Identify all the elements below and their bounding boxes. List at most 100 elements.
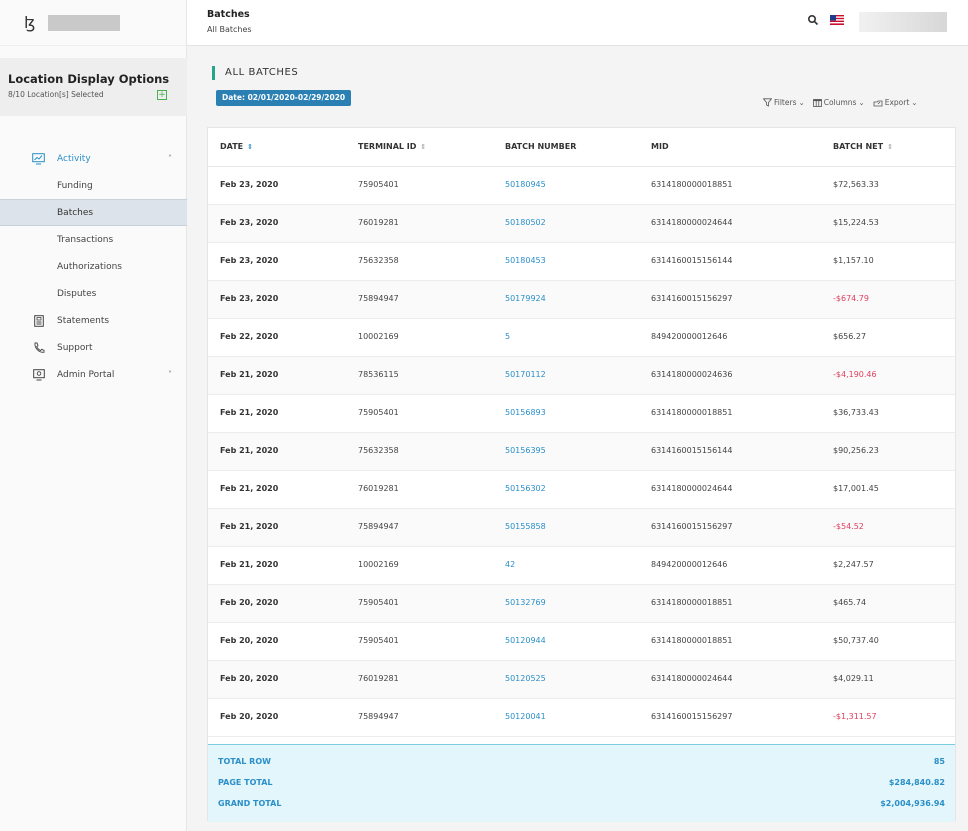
totals-value: 85 — [933, 757, 945, 766]
sort-icon[interactable]: ⇕ — [887, 142, 893, 151]
cell-date: Feb 22, 2020 — [220, 332, 279, 341]
table-row[interactable]: Feb 23, 2020 75632358 50180453 631416001515… — [208, 243, 955, 281]
cell-terminal-id: 76019281 — [358, 674, 399, 683]
sidebar-item-label: Funding — [57, 180, 93, 191]
cell-batch-number[interactable]: 50156395 — [505, 446, 546, 455]
logo-placeholder — [48, 14, 120, 31]
cell-batch-number[interactable]: 50180453 — [505, 256, 546, 265]
add-location-icon[interactable]: + — [157, 90, 167, 100]
cell-batch-number[interactable]: 50120041 — [505, 712, 546, 721]
chevron-down-icon: ⌄ — [858, 98, 865, 107]
cell-batch-net: -$4,190.46 — [833, 370, 877, 379]
cell-mid: 6314160015156144 — [651, 256, 733, 265]
columns-label: Columns — [823, 98, 857, 107]
sort-icon[interactable]: ⇕ — [247, 142, 254, 151]
columns-button[interactable]: Columns ⌄ — [812, 98, 865, 107]
table-row[interactable]: Feb 23, 2020 76019281 50180502 631418000002… — [208, 205, 955, 243]
table-row[interactable]: Feb 20, 2020 75905401 50120944 631418000001… — [208, 623, 955, 661]
column-header-label: BATCH NET — [833, 142, 884, 151]
column-header-label: TERMINAL ID — [358, 142, 417, 151]
column-header-date[interactable]: DATE ⇕ — [220, 142, 253, 151]
sidebar-item-support[interactable]: Support — [0, 334, 187, 361]
cell-terminal-id: 75632358 — [358, 446, 399, 455]
table-row[interactable]: Feb 21, 2020 10002169 42 849420000012646 $2,… — [208, 547, 955, 585]
cell-mid: 849420000012646 — [651, 332, 728, 341]
cell-batch-number[interactable]: 50120525 — [505, 674, 546, 683]
cell-batch-net: $465.74 — [833, 598, 867, 607]
cell-date: Feb 23, 2020 — [220, 218, 279, 227]
filters-button[interactable]: Filters ⌄ — [763, 98, 805, 107]
cell-date: Feb 21, 2020 — [220, 370, 279, 379]
us-flag-icon[interactable] — [830, 15, 844, 25]
cell-date: Feb 20, 2020 — [220, 636, 279, 645]
sort-icon[interactable]: ⇕ — [420, 142, 427, 151]
cell-batch-number[interactable]: 50179924 — [505, 294, 546, 303]
cell-batch-number[interactable]: 50170112 — [505, 370, 546, 379]
page-title: Batches — [207, 9, 250, 20]
sidebar-item-label: Transactions — [57, 234, 114, 245]
table-row[interactable]: Feb 21, 2020 75894947 50155858 631416001515… — [208, 509, 955, 547]
sidebar-item-admin-portal[interactable]: Admin Portal ˅ — [0, 361, 187, 388]
sidebar-item-authorizations[interactable]: Authorizations — [0, 253, 187, 280]
table-row[interactable]: Feb 21, 2020 76019281 50156302 631418000002… — [208, 471, 955, 509]
column-header-label: DATE — [220, 142, 244, 151]
sidebar-item-batches[interactable]: Batches — [0, 199, 187, 226]
sidebar-item-label: Statements — [57, 315, 110, 326]
totals-row-grand-total: GRAND TOTAL $2,004,936.94 — [218, 799, 945, 811]
chevron-down-icon[interactable]: ˅ — [168, 370, 172, 379]
table-row[interactable]: Feb 22, 2020 10002169 5 849420000012646 $656… — [208, 319, 955, 357]
cell-batch-number[interactable]: 50132769 — [505, 598, 546, 607]
cell-batch-number[interactable]: 50180945 — [505, 180, 546, 189]
cell-date: Feb 20, 2020 — [220, 674, 279, 683]
cell-mid: 6314180000018851 — [651, 408, 733, 417]
cell-terminal-id: 76019281 — [358, 484, 399, 493]
table-row[interactable]: Feb 20, 2020 75894947 50120041 631416001515… — [208, 699, 955, 737]
document-icon — [32, 314, 45, 327]
cell-mid: 6314160015156297 — [651, 522, 733, 531]
chevron-up-icon[interactable]: ˄ — [168, 154, 172, 163]
totals-label: PAGE TOTAL — [218, 778, 273, 787]
user-menu[interactable] — [859, 12, 947, 32]
cell-batch-net: $50,737.40 — [833, 636, 879, 645]
table-row[interactable]: Feb 20, 2020 76019281 50120525 631418000002… — [208, 661, 955, 699]
cell-batch-number[interactable]: 50155858 — [505, 522, 546, 531]
table-row[interactable]: Feb 21, 2020 75905401 50156893 631418000001… — [208, 395, 955, 433]
column-header-batch-net[interactable]: BATCH NET ⇕ — [833, 142, 893, 151]
cell-mid: 6314160015156297 — [651, 712, 733, 721]
sidebar-item-activity[interactable]: Activity ˄ — [0, 145, 187, 172]
table-row[interactable]: Feb 21, 2020 78536115 50170112 631418000002… — [208, 357, 955, 395]
totals-label: TOTAL ROW — [218, 757, 271, 766]
cell-batch-number[interactable]: 50120944 — [505, 636, 546, 645]
sidebar-item-funding[interactable]: Funding — [0, 172, 187, 199]
sidebar-item-disputes[interactable]: Disputes — [0, 280, 187, 307]
cell-batch-net: $36,733.43 — [833, 408, 879, 417]
cell-terminal-id: 75905401 — [358, 598, 399, 607]
cell-terminal-id: 76019281 — [358, 218, 399, 227]
export-button[interactable]: Export ⌄ — [873, 98, 918, 107]
table-row[interactable]: Feb 23, 2020 75894947 50179924 631416001515… — [208, 281, 955, 319]
cell-batch-number[interactable]: 50156302 — [505, 484, 546, 493]
cell-batch-number[interactable]: 5 — [505, 332, 511, 341]
cell-date: Feb 21, 2020 — [220, 446, 279, 455]
cell-date: Feb 20, 2020 — [220, 712, 279, 721]
sidebar-item-transactions[interactable]: Transactions — [0, 226, 187, 253]
table-row[interactable]: Feb 20, 2020 75905401 50132769 631418000001… — [208, 585, 955, 623]
cell-terminal-id: 75894947 — [358, 294, 399, 303]
export-icon — [873, 100, 883, 106]
top-bar: Batches All Batches — [187, 0, 968, 46]
column-header-label: BATCH NUMBER — [505, 142, 577, 151]
date-filter-chip[interactable]: Date: 02/01/2020-02/29/2020 — [216, 90, 352, 106]
search-icon[interactable] — [807, 14, 819, 26]
filter-icon — [763, 98, 772, 107]
sidebar-item-statements[interactable]: Statements — [0, 307, 187, 334]
cell-batch-number[interactable]: 50156893 — [505, 408, 546, 417]
cell-batch-number[interactable]: 50180502 — [505, 218, 546, 227]
sidebar-item-label: Activity — [57, 153, 91, 164]
table-row[interactable]: Feb 23, 2020 75905401 50180945 631418000001… — [208, 167, 955, 205]
chart-monitor-icon — [32, 152, 45, 165]
cell-batch-number[interactable]: 42 — [505, 560, 516, 569]
table-row[interactable]: Feb 21, 2020 75632358 50156395 631416001515… — [208, 433, 955, 471]
cell-batch-net: $72,563.33 — [833, 180, 879, 189]
column-header-terminal-id[interactable]: TERMINAL ID ⇕ — [358, 142, 426, 151]
cell-mid: 6314160015156144 — [651, 446, 733, 455]
